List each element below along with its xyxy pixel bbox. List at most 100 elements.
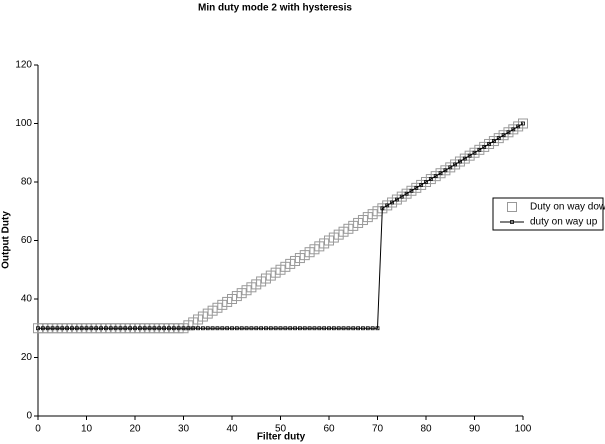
x-tick-label: 80 [420,424,432,435]
data-point [482,144,487,149]
data-point [399,194,404,199]
y-tick-label: 120 [15,60,32,71]
data-point [448,165,453,170]
data-point [215,326,220,331]
data-point [45,326,50,331]
data-point [36,326,40,331]
data-point [118,326,123,331]
data-point [254,326,259,331]
y-tick-label: 80 [21,177,33,188]
data-point [264,326,268,331]
data-point [336,326,341,331]
data-point [404,191,409,196]
series-line [38,123,524,329]
data-point [419,183,424,187]
data-point [521,121,525,126]
data-point [70,326,74,331]
x-tick-label: 40 [226,424,238,435]
data-point [506,130,511,135]
data-point [108,326,113,331]
data-point [186,326,191,331]
data-point [259,326,264,331]
data-point [297,326,302,331]
x-tick-label: 20 [129,424,141,435]
data-point [123,326,128,331]
legend-box [492,197,604,231]
x-tick-label: 30 [178,424,190,435]
chart-title: Min duty mode 2 with hysteresis [198,3,352,14]
data-point [249,326,254,331]
data-point [375,326,380,331]
data-point [428,177,433,181]
x-tick-label: 60 [323,424,335,435]
data-point [394,197,399,202]
data-point [220,326,225,331]
data-point [278,326,283,331]
data-point [191,326,196,331]
data-point [167,326,171,331]
legend-label: Duty on way down [530,202,605,213]
data-point [307,326,312,331]
legend-marker [507,202,517,212]
data-point [438,171,443,176]
data-point [356,326,361,331]
legend-marker [510,220,514,224]
data-point [239,326,244,331]
y-tick-label: 60 [21,235,33,246]
data-point [99,326,103,331]
data-point [104,326,108,331]
data-point [453,162,458,167]
data-point [317,326,322,331]
data-point [230,326,234,331]
data-point [157,326,162,331]
data-point [234,326,239,331]
y-tick-label: 0 [26,411,32,422]
data-point [181,326,186,331]
data-point [152,326,157,331]
data-point [443,168,448,173]
legend-label: duty on way up [530,217,598,228]
data-point [365,326,370,331]
data-point [176,326,181,331]
data-point [210,326,215,331]
data-point [293,326,297,331]
data-point [327,326,331,331]
data-point [467,153,472,158]
data-point [113,326,118,331]
data-point [137,326,142,331]
data-point [511,127,516,132]
data-point [171,326,176,331]
data-point [433,174,438,179]
data-point [516,124,521,129]
data-point [74,326,79,331]
data-point [341,326,346,331]
x-tick-label: 0 [35,424,41,435]
x-tick-label: 10 [81,424,93,435]
data-point [518,118,528,129]
data-point [79,326,84,331]
data-point [196,326,200,331]
data-point [312,326,317,331]
data-point [133,326,137,331]
data-point [128,326,133,331]
data-point [60,326,65,331]
data-point [491,139,496,143]
x-tick-label: 100 [515,424,532,435]
data-point [380,206,385,211]
data-point [487,142,491,146]
data-point [501,133,506,138]
data-point [200,326,205,331]
data-point [273,326,278,331]
data-point [361,326,365,331]
data-point [322,326,327,331]
data-point [351,326,356,331]
data-point [225,326,230,331]
data-point [50,326,55,331]
data-point [283,326,288,331]
data-point [472,150,477,155]
x-tick-label: 90 [469,424,481,435]
data-point [84,326,89,331]
data-point [458,159,462,164]
data-point [205,326,210,331]
